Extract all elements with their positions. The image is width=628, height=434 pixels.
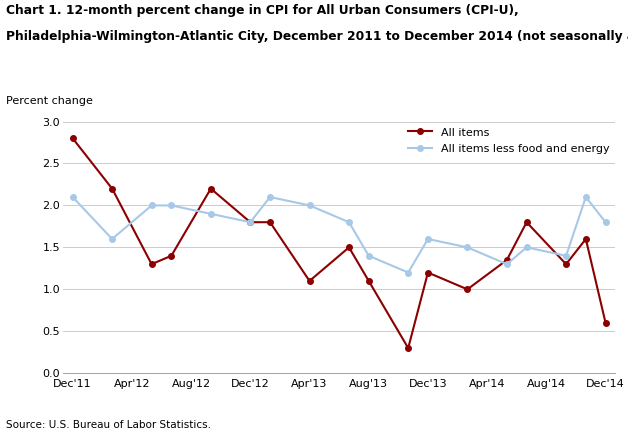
All items less food and energy [582,194,590,200]
All items [424,270,431,275]
All items less food and energy [247,220,254,225]
All items less food and energy [463,245,471,250]
Text: Source: U.S. Bureau of Labor Statistics.: Source: U.S. Bureau of Labor Statistics. [6,420,211,430]
All items less food and energy [266,194,274,200]
All items less food and energy [148,203,155,208]
All items [69,136,77,141]
All items less food and energy [306,203,313,208]
Text: Percent change: Percent change [6,96,93,106]
All items [503,257,511,263]
All items [207,186,215,191]
All items [109,186,116,191]
All items less food and energy [404,270,412,275]
All items [523,220,531,225]
All items less food and energy [503,262,511,267]
All items less food and energy [109,237,116,242]
All items less food and energy [562,253,570,258]
All items [365,278,372,283]
All items less food and energy [168,203,175,208]
All items [148,262,155,267]
All items [582,237,590,242]
All items [306,278,313,283]
All items less food and energy [207,211,215,217]
Text: Philadelphia-Wilmington-Atlantic City, December 2011 to December 2014 (not seaso: Philadelphia-Wilmington-Atlantic City, D… [6,30,628,43]
All items [463,287,471,292]
All items [266,220,274,225]
Line: All items less food and energy: All items less food and energy [70,194,609,275]
All items less food and energy [602,220,609,225]
All items less food and energy [424,237,431,242]
Text: Chart 1. 12-month percent change in CPI for All Urban Consumers (CPI-U),: Chart 1. 12-month percent change in CPI … [6,4,519,17]
All items less food and energy [69,194,77,200]
All items less food and energy [345,220,353,225]
All items [562,262,570,267]
All items less food and energy [523,245,531,250]
All items [168,253,175,258]
Line: All items: All items [70,135,609,351]
All items less food and energy [365,253,372,258]
All items [345,245,353,250]
Legend: All items, All items less food and energy: All items, All items less food and energ… [408,127,610,154]
All items [602,320,609,326]
All items [247,220,254,225]
All items [404,345,412,351]
